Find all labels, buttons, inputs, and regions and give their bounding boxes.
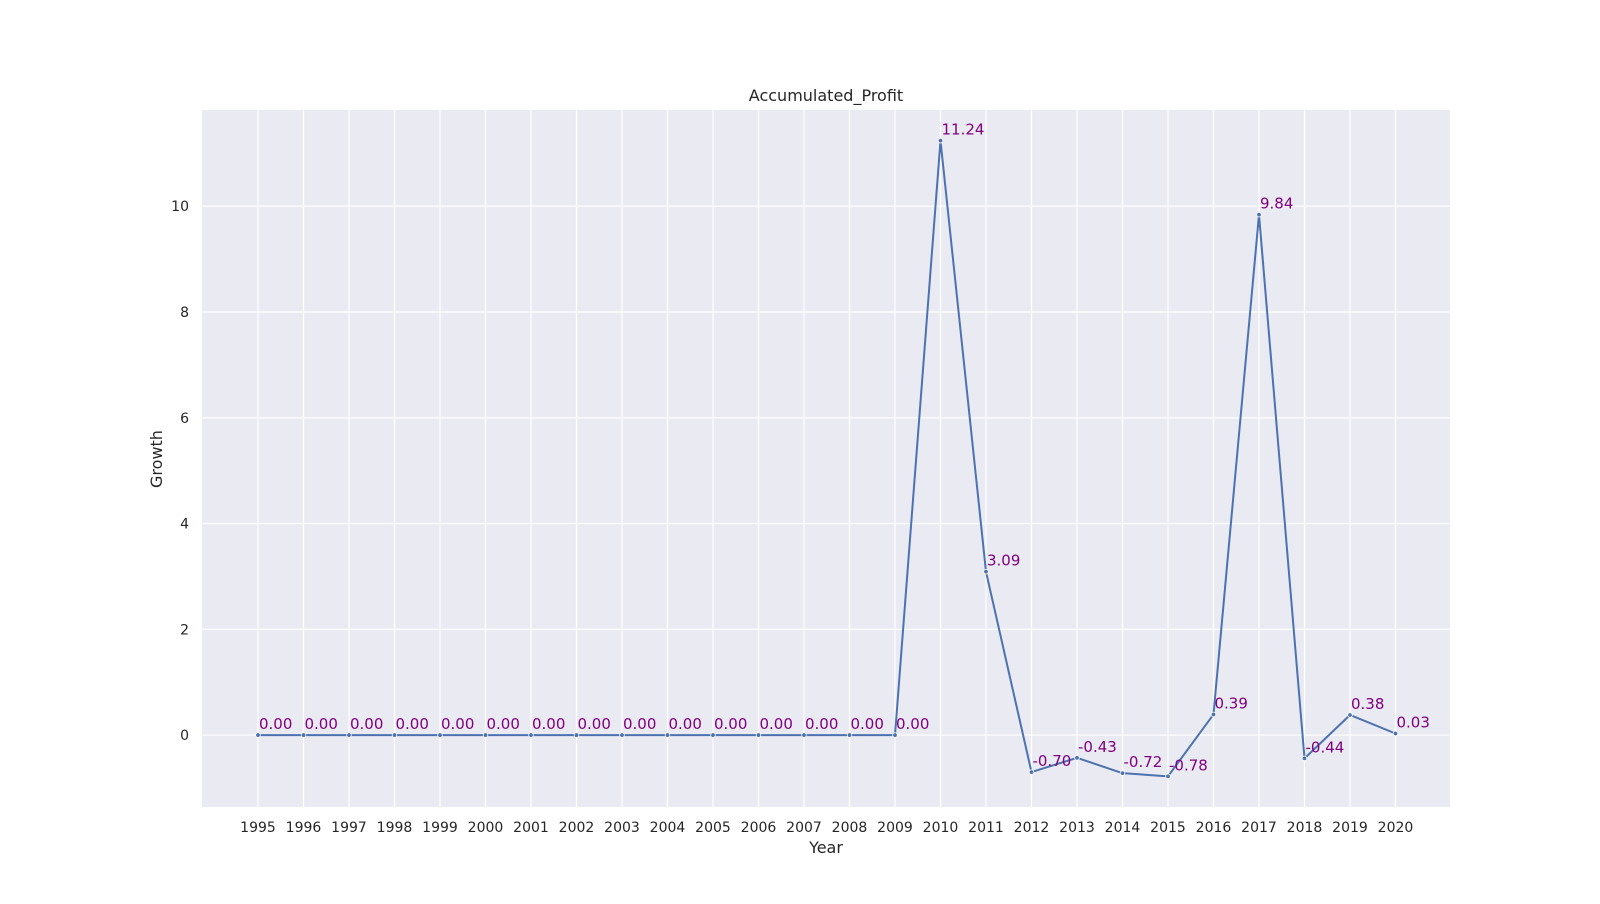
x-tick-label: 2001 (513, 820, 549, 836)
data-point (437, 732, 443, 738)
data-point (1210, 711, 1217, 718)
x-tick-label: 2016 (1196, 820, 1232, 836)
data-label: 11.24 (942, 121, 985, 139)
data-point (255, 732, 261, 738)
x-tick-label: 2012 (1014, 820, 1050, 836)
data-point (300, 732, 307, 738)
x-tick-label: 2008 (832, 820, 868, 836)
data-label: 0.00 (396, 715, 429, 733)
data-point (1119, 770, 1126, 776)
x-tick-label: 2000 (468, 820, 504, 836)
data-labels: 0.00 0.00 0.00 0.00 0.00 0.00 0.00 0.00 0.00 0.00… (259, 121, 1430, 775)
data-point (1028, 769, 1035, 775)
data-label: 0.00 (669, 715, 702, 733)
data-point (892, 732, 898, 738)
plot-area (202, 110, 1450, 807)
data-label: 0.00 (259, 715, 292, 733)
data-point (1256, 212, 1262, 218)
data-label: 0.00 (851, 715, 884, 733)
data-label: -0.44 (1306, 738, 1345, 756)
data-label: 0.00 (441, 715, 474, 733)
y-tick-label: 2 (180, 622, 189, 638)
y-tick-label: 0 (180, 728, 189, 744)
data-label: 0.38 (1351, 695, 1384, 713)
data-label: -0.78 (1169, 756, 1208, 774)
x-tick-label: 1997 (331, 820, 367, 836)
x-tick-label: 2003 (604, 820, 640, 836)
x-tick-label: 2009 (877, 820, 913, 836)
data-label: 0.00 (305, 715, 338, 733)
x-tick-label: 2005 (695, 820, 731, 836)
data-point (664, 732, 671, 738)
grid (202, 110, 1450, 807)
x-tick-label: 2020 (1378, 820, 1414, 836)
x-tick-label: 2010 (923, 820, 959, 836)
y-tick-label: 8 (180, 305, 189, 321)
x-tick-label: 2004 (650, 820, 686, 836)
data-label: -0.72 (1124, 753, 1163, 771)
data-label: -0.70 (1033, 752, 1072, 770)
data-point (1074, 755, 1080, 761)
x-tick-label: 2018 (1287, 820, 1323, 836)
x-tick-label: 2017 (1241, 820, 1277, 836)
x-tick-label: 2013 (1059, 820, 1095, 836)
x-tick-label: 1999 (422, 820, 458, 836)
series-layer (255, 137, 1399, 780)
data-label: 0.00 (487, 715, 520, 733)
x-axis-ticks: 1995 1996 1997 1998 1999 2000 2001 2002 2003 2004… (240, 820, 1413, 836)
y-axis-ticks: 0 2 4 6 8 10 (171, 199, 189, 744)
data-label: 9.84 (1260, 195, 1293, 213)
x-tick-label: 2011 (968, 820, 1004, 836)
y-tick-label: 4 (180, 517, 189, 533)
x-tick-label: 2014 (1105, 820, 1141, 836)
data-label: 3.09 (987, 552, 1020, 570)
chart-title: Accumulated_Profit (749, 86, 903, 106)
x-tick-label: 1995 (240, 820, 276, 836)
x-tick-label: 2019 (1332, 820, 1368, 836)
data-point (983, 568, 989, 575)
data-point (1347, 712, 1353, 718)
x-tick-label: 2007 (786, 820, 822, 836)
series-line (258, 139, 1396, 778)
data-label: 0.00 (805, 715, 838, 733)
data-label: 0.00 (532, 715, 565, 733)
y-axis-title: Growth (147, 430, 166, 488)
data-point (801, 732, 807, 738)
x-tick-label: 2015 (1150, 820, 1186, 836)
data-label: 0.00 (896, 715, 929, 733)
data-label: 0.39 (1215, 694, 1248, 712)
x-tick-label: 1998 (377, 820, 413, 836)
data-point (619, 732, 625, 738)
y-tick-label: 6 (180, 411, 189, 427)
data-point (573, 732, 580, 738)
data-point (710, 732, 716, 738)
data-label: 0.00 (350, 715, 383, 733)
data-point (391, 732, 398, 738)
x-axis-title: Year (808, 838, 843, 857)
data-point (528, 732, 534, 738)
x-tick-label: 2002 (559, 820, 595, 836)
data-label: 0.00 (714, 715, 747, 733)
x-tick-label: 1996 (286, 820, 322, 836)
data-point (755, 732, 762, 738)
data-label: -0.43 (1078, 738, 1117, 756)
data-label: 0.00 (623, 715, 656, 733)
data-point (846, 732, 853, 738)
data-point (1165, 773, 1171, 780)
data-point (482, 732, 489, 738)
data-point (1301, 755, 1308, 762)
data-point (1392, 730, 1399, 737)
data-label: 0.00 (578, 715, 611, 733)
data-label: 0.00 (760, 715, 793, 733)
data-point (346, 732, 352, 738)
x-tick-label: 2006 (741, 820, 777, 836)
data-point (937, 137, 944, 144)
data-label: 0.03 (1397, 713, 1430, 731)
y-tick-label: 10 (171, 199, 189, 215)
